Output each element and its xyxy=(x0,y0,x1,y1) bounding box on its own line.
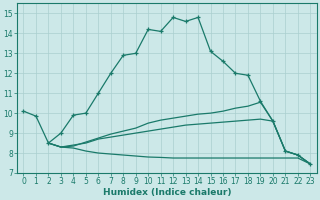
X-axis label: Humidex (Indice chaleur): Humidex (Indice chaleur) xyxy=(103,188,231,197)
